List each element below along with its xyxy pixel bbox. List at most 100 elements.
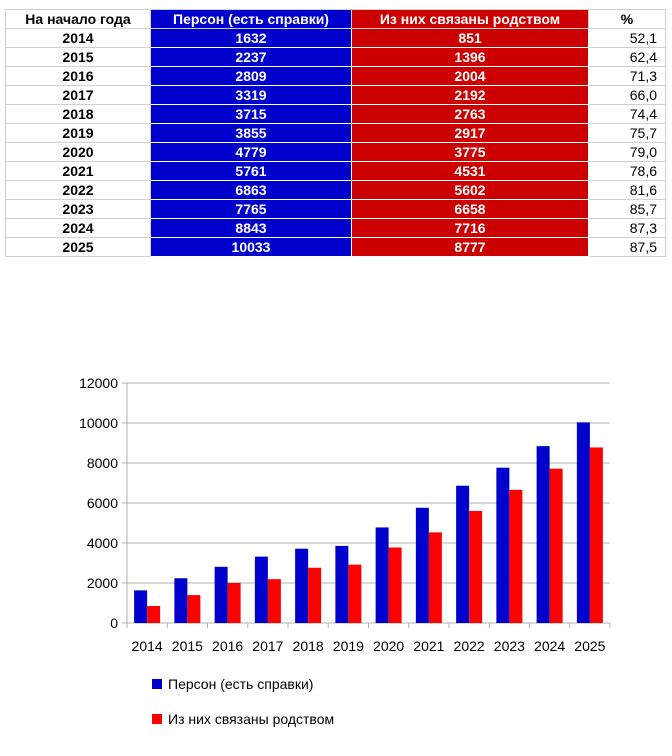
table-body: 2014 1632 851 52,1 2015 2237 1396 62,4 2016 2809 2… [5,28,666,257]
bar-related [348,564,362,623]
table-row: 2019 3855 2917 75,7 [5,123,666,143]
cell-persons: 3855 [150,123,352,143]
cell-persons: 3319 [150,85,352,105]
cell-persons: 8843 [150,218,352,238]
legend-label: Персон (есть справки) [168,676,313,692]
x-tick-label: 2025 [574,638,605,654]
cell-related: 1396 [351,47,589,67]
cell-percent: 62,4 [588,47,666,67]
cell-year: 2021 [5,161,151,181]
cell-percent: 87,5 [588,237,666,257]
y-tick-label: 6000 [87,495,118,511]
bar-persons [295,548,309,623]
cell-related: 5602 [351,180,589,200]
bar-related [469,510,483,623]
x-tick-label: 2024 [534,638,565,654]
cell-percent: 66,0 [588,85,666,105]
cell-percent: 87,3 [588,218,666,238]
legend-swatch [152,679,162,689]
y-tick-label: 8000 [87,455,118,471]
cell-percent: 78,6 [588,161,666,181]
cell-percent: 81,6 [588,180,666,200]
x-tick-label: 2015 [172,638,203,654]
table-row: 2025 10033 8777 87,5 [5,237,666,257]
x-tick-label: 2018 [293,638,324,654]
cell-year: 2019 [5,123,151,143]
x-tick-label: 2016 [212,638,243,654]
x-tick-label: 2022 [454,638,485,654]
bar-related [308,567,322,623]
bar-persons [456,485,470,623]
legend-swatch [152,714,162,724]
cell-year: 2014 [5,28,151,48]
bar-related [428,532,442,623]
cell-related: 6658 [351,199,589,219]
bar-related [549,468,563,623]
table-row: 2015 2237 1396 62,4 [5,47,666,67]
cell-related: 4531 [351,161,589,181]
cell-persons: 5761 [150,161,352,181]
x-tick-label: 2023 [494,638,525,654]
bar-persons [254,556,268,623]
bar-chart: 0 2000 4000 6000 8000 10000 12000 2014 2015 2016 2… [79,375,611,727]
table-row: 2024 8843 7716 87,3 [5,218,666,238]
cell-year: 2018 [5,104,151,124]
table-row: 2021 5761 4531 78,6 [5,161,666,181]
y-tick-label: 10000 [79,415,118,431]
bar-persons [536,446,550,623]
table-row: 2018 3715 2763 74,4 [5,104,666,124]
header-persons: Персон (есть справки) [150,9,352,29]
cell-persons: 1632 [150,28,352,48]
x-tick-label: 2019 [333,638,364,654]
table-row: 2020 4779 3775 79,0 [5,142,666,162]
cell-year: 2016 [5,66,151,86]
table-header-row: На начало года Персон (есть справки) Из … [5,9,666,29]
cell-related: 851 [351,28,589,48]
cell-related: 2763 [351,104,589,124]
cell-persons: 7765 [150,199,352,219]
cell-percent: 79,0 [588,142,666,162]
cell-related: 3775 [351,142,589,162]
x-tick-label: 2020 [373,638,404,654]
cell-year: 2015 [5,47,151,67]
cell-related: 2917 [351,123,589,143]
bar-related [589,447,603,623]
cell-persons: 4779 [150,142,352,162]
legend-label: Из них связаны родством [168,711,334,727]
cell-related: 7716 [351,218,589,238]
bar-related [147,605,161,623]
x-tick-label: 2021 [413,638,444,654]
bar-related [509,489,523,623]
bar-persons [214,566,228,623]
bar-related [388,547,402,623]
cell-related: 2004 [351,66,589,86]
cell-year: 2025 [5,237,151,257]
bar-persons [496,467,510,623]
y-tick-label: 0 [110,615,118,631]
table-row: 2017 3319 2192 66,0 [5,85,666,105]
cell-percent: 71,3 [588,66,666,86]
x-tick-label: 2014 [132,638,163,654]
table-row: 2022 6863 5602 81,6 [5,180,666,200]
cell-year: 2017 [5,85,151,105]
cell-persons: 2809 [150,66,352,86]
header-year: На начало года [5,9,151,29]
cell-year: 2020 [5,142,151,162]
y-tick-label: 2000 [87,575,118,591]
y-tick-label: 12000 [79,375,118,391]
cell-percent: 75,7 [588,123,666,143]
header-related: Из них связаны родством [351,9,589,29]
cell-percent: 52,1 [588,28,666,48]
header-percent: % [588,9,666,29]
bar-persons [375,527,389,623]
cell-related: 8777 [351,237,589,257]
table-row: 2023 7765 6658 85,7 [5,199,666,219]
cell-persons: 3715 [150,104,352,124]
y-tick-label: 4000 [87,535,118,551]
cell-persons: 2237 [150,47,352,67]
cell-year: 2024 [5,218,151,238]
cell-related: 2192 [351,85,589,105]
bar-persons [415,507,429,623]
bar-persons [576,422,590,623]
cell-persons: 10033 [150,237,352,257]
